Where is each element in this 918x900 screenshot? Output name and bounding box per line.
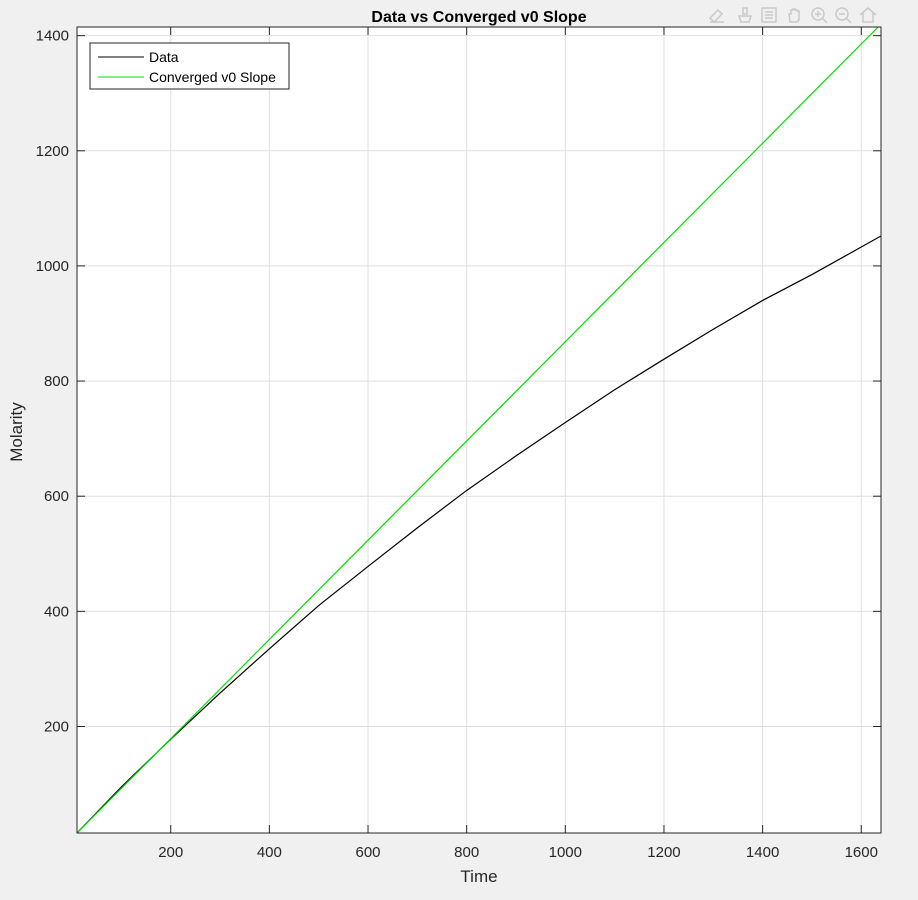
y-tick-label: 1200 <box>36 143 69 160</box>
x-tick-label: 1400 <box>746 844 779 861</box>
x-axis-label: Time <box>460 867 497 886</box>
y-tick-label: 800 <box>44 373 69 390</box>
tick-labels: 200 400 600 800 1000 1200 1400 1600 200 400 600 800… <box>36 28 878 861</box>
home-icon[interactable] <box>859 7 877 23</box>
data-tips-icon[interactable] <box>708 8 724 24</box>
series-line-data <box>77 235 881 833</box>
series-line-converged-slope <box>77 27 879 833</box>
x-tick-label: 800 <box>454 844 479 861</box>
grid-lines <box>77 27 881 833</box>
legend-box <box>89 42 290 90</box>
axes-box <box>76 26 882 834</box>
x-tick-label: 400 <box>257 844 282 861</box>
zoom-out-icon[interactable] <box>835 7 852 24</box>
chart-title: Data vs Converged v0 Slope <box>371 9 586 26</box>
y-axis-label: Molarity <box>7 402 26 462</box>
x-tick-label: 600 <box>356 844 381 861</box>
y-tick-label: 400 <box>44 603 69 620</box>
axes-toolbar <box>708 7 877 24</box>
legend-label-data: Data <box>149 49 179 65</box>
zoom-in-icon[interactable] <box>811 7 828 24</box>
pan-icon[interactable] <box>788 8 800 23</box>
y-tick-label: 1400 <box>36 28 69 45</box>
x-tick-label: 1000 <box>549 844 582 861</box>
legend[interactable]: Data Converged v0 Slope <box>89 42 290 90</box>
y-tick-label: 600 <box>44 488 69 505</box>
x-tick-label: 1200 <box>647 844 680 861</box>
x-tick-label: 200 <box>158 844 183 861</box>
x-tick-label: 1600 <box>845 844 878 861</box>
series-layer <box>77 27 881 833</box>
export-icon[interactable] <box>761 7 777 23</box>
tick-marks <box>77 27 881 833</box>
legend-label-slope: Converged v0 Slope <box>149 69 276 85</box>
y-tick-label: 1000 <box>36 258 69 275</box>
y-tick-label: 200 <box>44 718 69 735</box>
brush-icon[interactable] <box>737 7 753 23</box>
